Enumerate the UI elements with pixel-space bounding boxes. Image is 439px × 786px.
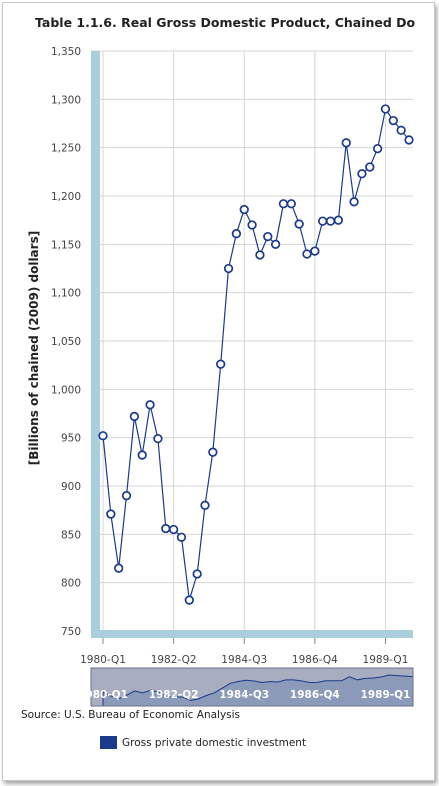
y-axis-label: [Billions of chained (2009) dollars] [27,231,41,465]
y-tick-label: 800 [61,578,81,590]
data-point[interactable] [388,115,398,126]
data-point[interactable] [263,231,273,242]
gridlines [91,50,413,632]
data-point[interactable] [318,216,328,226]
x-tick-labels: 1980-Q1 1982-Q2 1984-Q3 1986-Q4 1989-Q1 [80,638,408,666]
y-tick-label: 1,250 [51,143,81,155]
navigator-label: 1980-Q1 [78,689,128,701]
data-point[interactable] [302,249,312,259]
data-point[interactable] [396,125,406,135]
data-point[interactable] [98,431,108,441]
data-point[interactable] [200,500,210,510]
chart-frame: Table 1.1.6. Real Gross Domestic Product… [2,2,435,781]
data-point[interactable] [106,509,116,519]
chart-title: Table 1.1.6. Real Gross Domestic Product… [35,15,416,30]
source-note: Source: U.S. Bureau of Economic Analysis [21,709,241,721]
data-point[interactable] [349,197,359,207]
x-tick-label: 1986-Q4 [292,654,338,666]
data-point[interactable] [286,199,296,209]
data-point[interactable] [255,250,265,260]
legend-label: Gross private domestic investment [122,736,307,749]
data-point[interactable] [223,263,234,274]
data-point[interactable] [372,143,383,154]
x-tick-label: 1982-Q2 [151,654,197,666]
navigator-label: 1986-Q4 [290,689,340,701]
data-point[interactable] [121,491,132,501]
navigator-label: 1982-Q2 [149,689,199,701]
y-tick-label: 750 [61,626,81,638]
data-point[interactable] [184,595,194,605]
data-point[interactable] [247,220,257,230]
y-tick-label: 1,000 [51,384,81,396]
data-point[interactable] [137,450,147,460]
legend[interactable]: Gross private domestic investment [100,736,306,749]
legend-swatch [100,736,117,749]
y-tick-label: 1,200 [51,191,81,203]
y-tick-label: 900 [61,481,81,493]
y-tick-label: 1,050 [51,336,81,348]
data-point[interactable] [129,411,140,422]
data-point[interactable] [270,239,281,249]
y-axis-band [91,51,100,637]
navigator-window [90,667,414,707]
data-point[interactable] [114,563,124,573]
data-point[interactable] [216,359,226,369]
data-point[interactable] [365,162,375,172]
data-point[interactable] [176,532,187,542]
data-point[interactable] [380,104,391,114]
data-point[interactable] [357,169,367,179]
data-point[interactable] [208,447,218,457]
y-tick-label: 1,300 [51,94,81,106]
y-tick-label: 850 [61,529,81,541]
x-tick-label: 1980-Q1 [80,654,126,666]
series-line [102,107,410,601]
navigator-label: 1989-Q1 [361,689,411,701]
data-point[interactable] [231,229,242,239]
range-navigator[interactable]: 1980-Q1 1982-Q2 1984-Q3 1986-Q4 1989-Q1 [78,667,414,707]
data-point[interactable] [341,138,351,148]
data-point[interactable] [333,215,344,225]
navigator-series-area [102,674,414,707]
data-point[interactable] [325,216,336,226]
y-tick-label: 1,150 [51,239,81,251]
navigator-label: 1984-Q3 [219,689,269,701]
data-point[interactable] [153,433,163,444]
y-tick-labels: 750 800 850 900 950 1,000 1,050 1,100 1,150 1,200… [51,46,81,638]
x-tick-label: 1989-Q1 [363,654,409,666]
y-tick-label: 1,100 [51,288,81,300]
y-tick-label: 1,350 [51,46,81,58]
y-tick-label: 950 [61,433,81,445]
x-axis-band [91,630,413,638]
data-point[interactable] [161,523,171,534]
data-point[interactable] [239,204,249,215]
data-point[interactable] [168,524,179,535]
data-point[interactable] [278,199,289,209]
x-tick-label: 1984-Q3 [221,654,267,666]
data-point[interactable] [294,219,304,229]
chart-area[interactable]: 750 800 850 900 950 1,000 1,050 1,100 1,150 1,200… [3,3,434,780]
series-investment[interactable] [98,104,414,605]
data-point[interactable] [192,569,202,579]
data-point[interactable] [404,135,414,145]
data-point[interactable] [145,400,155,410]
data-point[interactable] [310,246,320,256]
